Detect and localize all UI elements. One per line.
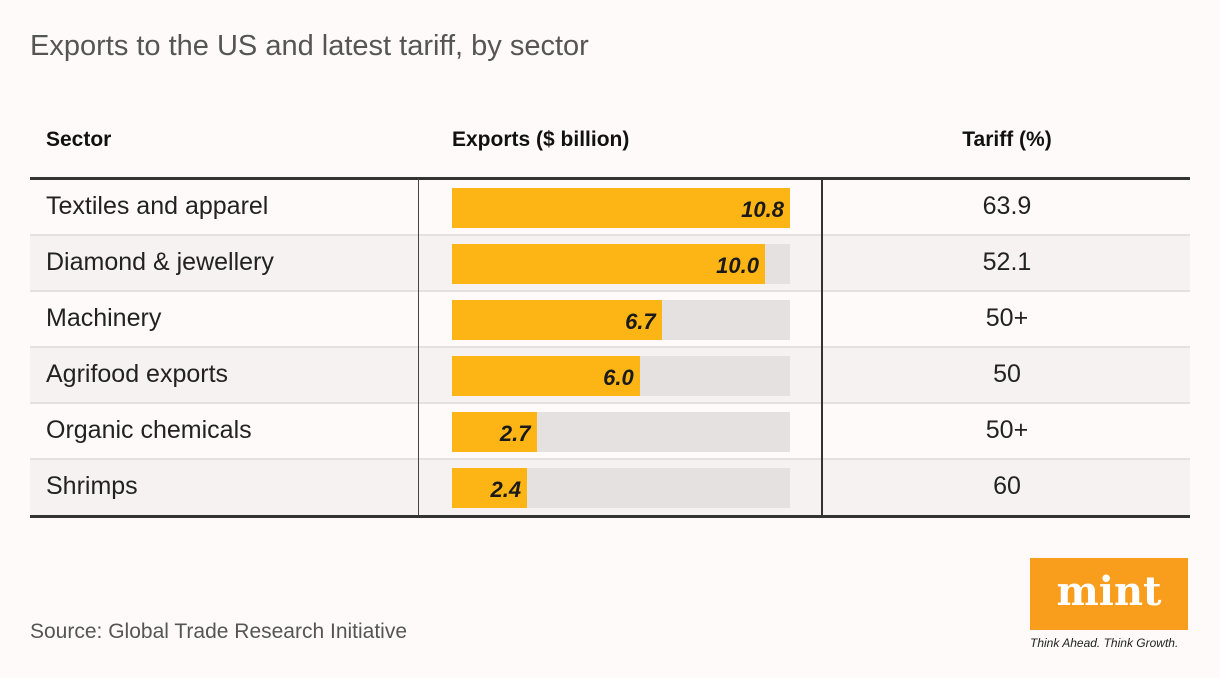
bottom-rule: [30, 515, 1190, 518]
top-rule: [30, 177, 1190, 180]
table-row: Organic chemicals 2.7 50+: [30, 404, 1190, 460]
bar-track: 2.4: [452, 468, 790, 508]
header-tariff: Tariff (%): [962, 128, 1052, 151]
sector-label: Shrimps: [46, 472, 138, 500]
table-row: Agrifood exports 6.0 50: [30, 348, 1190, 404]
table-row: Textiles and apparel 10.8 63.9: [30, 180, 1190, 236]
tariff-value: 50+: [985, 416, 1029, 444]
bar-track: 6.7: [452, 300, 790, 340]
bar-track: 6.0: [452, 356, 790, 396]
bar-track: 10.0: [452, 244, 790, 284]
tariff-value: 50: [993, 360, 1021, 388]
logo-tagline: Think Ahead. Think Growth.: [1030, 636, 1179, 650]
bar-value-label: 10.8: [741, 197, 784, 222]
chart-title: Exports to the US and latest tariff, by …: [30, 30, 589, 62]
tariff-value: 63.9: [982, 192, 1032, 220]
header-sector: Sector: [46, 128, 112, 151]
table-row: Shrimps 2.4 60: [30, 460, 1190, 516]
bar-value-label: 10.0: [716, 253, 759, 278]
export-bar: 2.7: [452, 412, 537, 452]
bar-value-label: 6.0: [603, 365, 634, 390]
bar-value-label: 6.7: [625, 309, 656, 334]
export-bar: 2.4: [452, 468, 528, 508]
export-bar: 10.8: [452, 188, 790, 228]
source-note: Source: Global Trade Research Initiative: [30, 620, 408, 643]
sector-label: Agrifood exports: [46, 360, 229, 388]
bar-value-label: 2.7: [499, 421, 531, 446]
tariff-value: 52.1: [982, 248, 1032, 276]
bar-track: 10.8: [452, 188, 790, 228]
tariff-value: 60: [993, 472, 1021, 500]
bar-value-label: 2.4: [490, 477, 522, 502]
tariff-value: 50+: [985, 304, 1029, 332]
column-divider: [821, 178, 823, 517]
table-row: Diamond & jewellery 10.0 52.1: [30, 236, 1190, 292]
sector-label: Machinery: [46, 304, 162, 332]
table-row: Machinery 6.7 50+: [30, 292, 1190, 348]
header-exports: Exports ($ billion): [452, 128, 630, 151]
sector-label: Organic chemicals: [46, 416, 252, 444]
column-divider: [418, 178, 419, 517]
sector-label: Textiles and apparel: [46, 192, 269, 220]
bar-track: 2.7: [452, 412, 790, 452]
export-bar: 10.0: [452, 244, 765, 284]
export-bar: 6.7: [452, 300, 662, 340]
export-bar: 6.0: [452, 356, 640, 396]
sector-label: Diamond & jewellery: [46, 248, 274, 276]
mint-logo: mint: [1030, 558, 1188, 630]
